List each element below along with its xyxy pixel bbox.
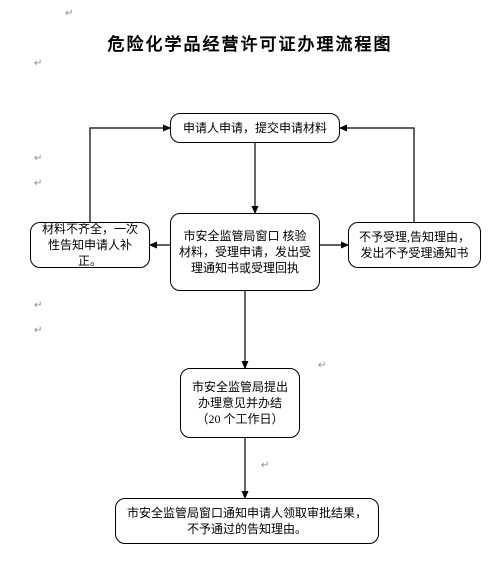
- node-incomplete-materials: 材料不齐全，一次性告知申请人补正。: [30, 222, 150, 268]
- node-reject-acceptance: 不予受理,告知理由，发出不予受理通知书: [348, 222, 481, 268]
- para-marker: ↵: [34, 300, 42, 311]
- node-process-opinion: 市安全监管局提出办理意见并办结（20 个工作日）: [180, 368, 300, 438]
- para-marker: ↵: [34, 58, 42, 69]
- para-marker: ↵: [34, 153, 42, 164]
- para-marker: ↵: [34, 325, 42, 336]
- flowchart-title: 危险化学品经营许可证办理流程图: [0, 30, 500, 55]
- node-notify-result: 市安全监管局窗口通知申请人领取审批结果，不予通过的告知理由。: [115, 498, 379, 544]
- para-marker: ↵: [318, 360, 326, 371]
- node-review-window: 市安全监管局窗口 核验材料，受理申请，发出受理通知书或受理回执: [170, 213, 320, 291]
- para-marker: ↵: [65, 8, 73, 19]
- para-marker: ↵: [261, 460, 269, 471]
- para-marker: ↵: [376, 32, 384, 43]
- para-marker: ↵: [34, 178, 42, 189]
- node-apply: 申请人申请，提交申请材料: [170, 113, 340, 143]
